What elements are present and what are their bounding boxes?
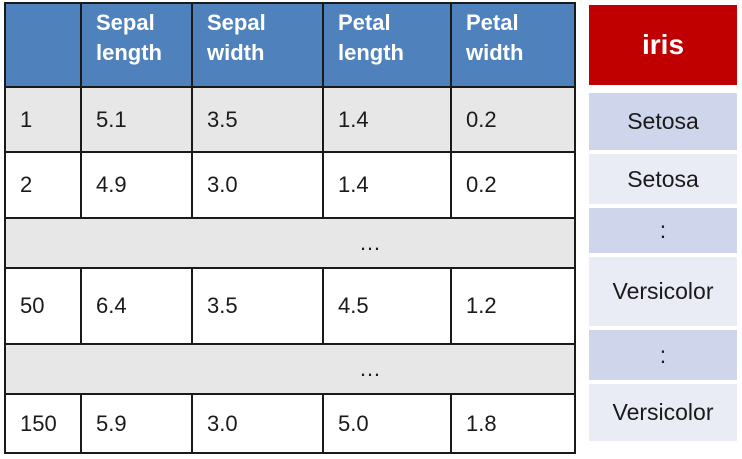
ellipsis-row: … [4, 217, 576, 270]
table-row: 150 5.9 3.0 5.0 1.8 [4, 393, 576, 454]
sepal-width-cell: 3.0 [191, 151, 324, 220]
header-petal-length: Petal length [322, 2, 452, 88]
header-index [4, 2, 82, 88]
row-index: 1 [4, 85, 82, 154]
ellipsis-cell: … [4, 342, 576, 396]
header-sepal-length: Sepal length [80, 2, 193, 88]
species-ellipsis: : [589, 208, 737, 253]
petal-length-cell: 1.4 [322, 151, 452, 220]
petal-width-cell: 1.2 [450, 267, 576, 345]
species-title: iris [589, 5, 737, 85]
species-label: Setosa [589, 154, 737, 204]
iris-species-column: iris Setosa Setosa : Versicolor : Versic… [589, 5, 737, 441]
sepal-length-cell: 6.4 [80, 267, 193, 345]
species-label: Setosa [589, 93, 737, 150]
sepal-length-cell: 5.1 [80, 85, 193, 154]
header-sepal-width: Sepal width [191, 2, 324, 88]
sepal-length-cell: 5.9 [80, 393, 193, 454]
table-header-row: Sepal length Sepal width Petal length Petal… [4, 2, 576, 88]
row-index: 150 [4, 393, 82, 454]
row-index: 2 [4, 151, 82, 220]
ellipsis-row: … [4, 342, 576, 396]
petal-length-cell: 4.5 [322, 267, 452, 345]
sepal-length-cell: 4.9 [80, 151, 193, 220]
row-index: 50 [4, 267, 82, 345]
petal-width-cell: 0.2 [450, 151, 576, 220]
sepal-width-cell: 3.5 [191, 267, 324, 345]
table-row: 1 5.1 3.5 1.4 0.2 [4, 85, 576, 154]
header-petal-width: Petal width [450, 2, 576, 88]
iris-features-table: Sepal length Sepal width Petal length Petal… [4, 2, 576, 454]
petal-width-cell: 0.2 [450, 85, 576, 154]
species-label: Versicolor [589, 257, 737, 326]
sepal-width-cell: 3.5 [191, 85, 324, 154]
table-row: 50 6.4 3.5 4.5 1.2 [4, 267, 576, 345]
species-ellipsis: : [589, 330, 737, 380]
table-row: 2 4.9 3.0 1.4 0.2 [4, 151, 576, 220]
sepal-width-cell: 3.0 [191, 393, 324, 454]
petal-length-cell: 1.4 [322, 85, 452, 154]
petal-length-cell: 5.0 [322, 393, 452, 454]
ellipsis-cell: … [4, 217, 576, 270]
species-label: Versicolor [589, 384, 737, 441]
petal-width-cell: 1.8 [450, 393, 576, 454]
